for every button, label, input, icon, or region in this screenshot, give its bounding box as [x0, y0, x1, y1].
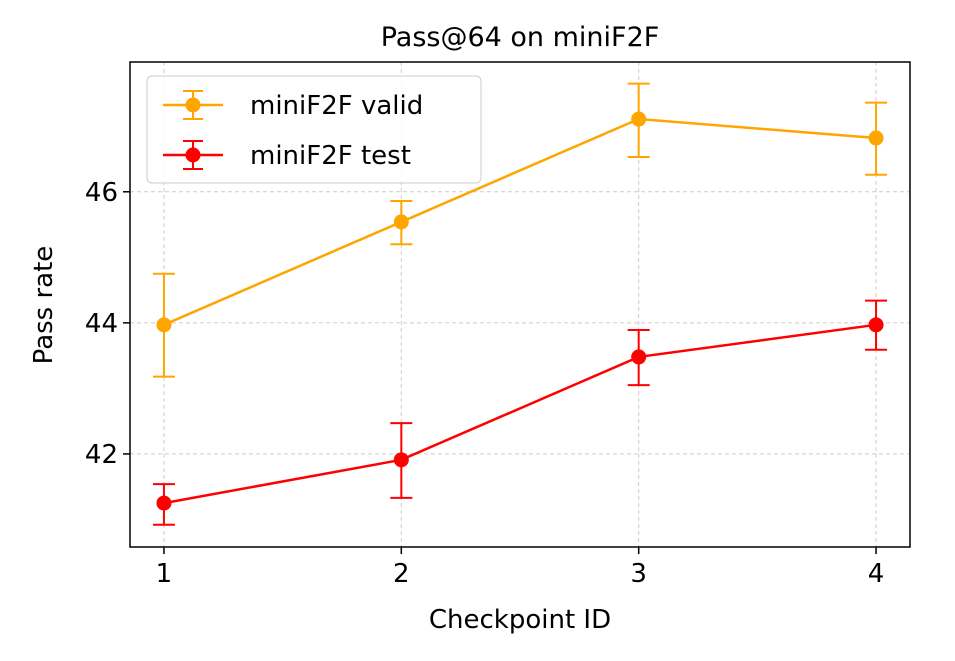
legend: miniF2F valid miniF2F test: [146, 75, 482, 184]
y-tick-label: 44: [85, 309, 118, 339]
series-1: [152, 299, 888, 526]
series-layer: [152, 82, 888, 526]
legend-marker: [185, 147, 201, 163]
x-tick-label: 4: [868, 559, 885, 589]
data-point: [631, 349, 647, 365]
data-point: [156, 495, 172, 511]
data-point: [393, 452, 409, 468]
legend-label: miniF2F test: [250, 141, 411, 171]
legend-box: [146, 75, 482, 184]
ticks: 1 2 3 4 42 44 46: [85, 178, 884, 589]
data-point: [631, 111, 647, 127]
data-point: [156, 317, 172, 333]
legend-marker: [185, 97, 201, 113]
legend-label: miniF2F valid: [250, 91, 423, 121]
y-tick-label: 46: [85, 178, 118, 208]
data-point: [393, 214, 409, 230]
x-axis-label: Checkpoint ID: [429, 605, 611, 635]
series-line: [163, 323, 877, 505]
data-point: [868, 317, 884, 333]
series-0: [152, 82, 888, 378]
data-point: [868, 130, 884, 146]
chart-title: Pass@64 on miniF2F: [381, 22, 660, 53]
y-tick-label: 42: [85, 440, 118, 470]
x-tick-label: 2: [393, 559, 410, 589]
plot-frame: [129, 61, 911, 548]
y-axis-label: Pass rate: [29, 246, 59, 365]
series-line: [163, 117, 877, 326]
x-tick-label: 3: [630, 559, 647, 589]
x-tick-label: 1: [156, 559, 173, 589]
